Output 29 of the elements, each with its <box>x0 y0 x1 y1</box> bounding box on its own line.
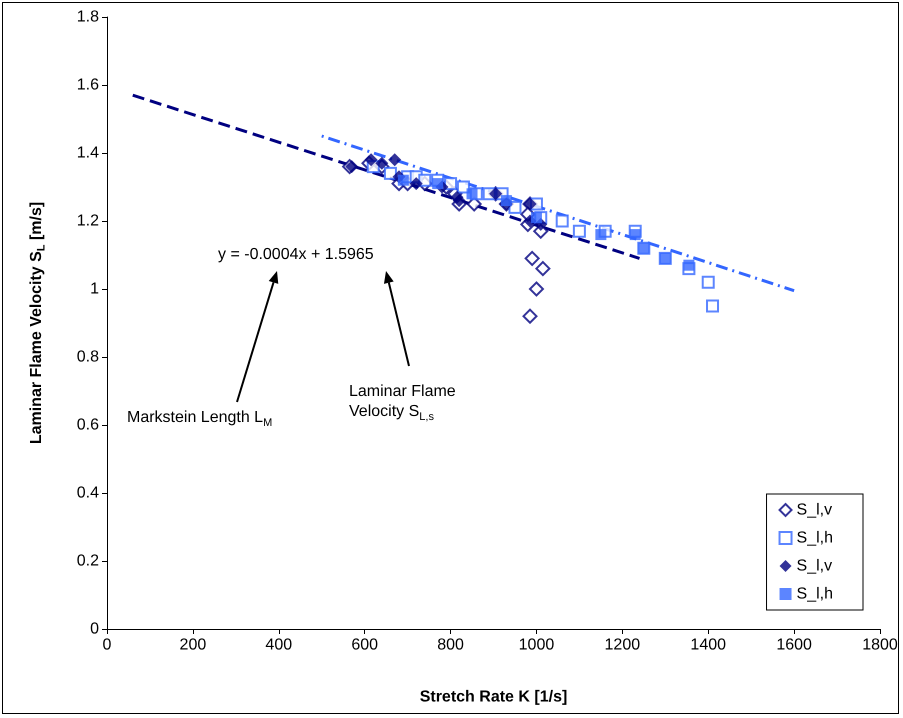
x-tick-label: 200 <box>180 636 206 654</box>
y-tick-label: 1.2 <box>76 212 100 230</box>
legend-label: S_l,h <box>796 530 833 546</box>
legend-label: S_l,h <box>796 586 833 602</box>
y-axis-title: Laminar Flame Velocity SL [m/s] <box>28 202 48 444</box>
y-tick-label: 0 <box>90 620 100 638</box>
y-tick-label: 0.4 <box>76 484 100 502</box>
x-tick-label: 1600 <box>776 636 812 654</box>
y-tick-label: 1 <box>90 280 100 298</box>
y-tick-label: 0.8 <box>76 348 100 366</box>
x-tick-label: 1800 <box>862 636 898 654</box>
y-tick-label: 0.6 <box>76 416 100 434</box>
x-tick-label: 1000 <box>518 636 554 654</box>
y-tick-label: 0.2 <box>76 552 100 570</box>
annotation: Laminar Flame Velocity S$_{L,s}$ <box>349 382 457 426</box>
x-tick-label: 800 <box>437 636 464 654</box>
x-tick-label: 600 <box>351 636 378 654</box>
y-tick-label: 1.6 <box>76 76 100 94</box>
legend-label: S_l,v <box>796 502 832 518</box>
annotation: y = -0.0004x + 1.5965 <box>218 245 374 265</box>
annotation: Markstein Length L$_{M}$ <box>127 408 272 432</box>
x-axis-title: Stretch Rate K [1/s] <box>420 688 568 706</box>
x-tick-label: 1200 <box>604 636 640 654</box>
x-tick-label: 400 <box>265 636 292 654</box>
y-tick-label: 1.8 <box>76 8 100 26</box>
x-tick-label: 0 <box>102 636 112 654</box>
legend-label: S_l,v <box>796 558 832 574</box>
x-tick-label: 1400 <box>690 636 726 654</box>
y-tick-label: 1.4 <box>76 144 100 162</box>
